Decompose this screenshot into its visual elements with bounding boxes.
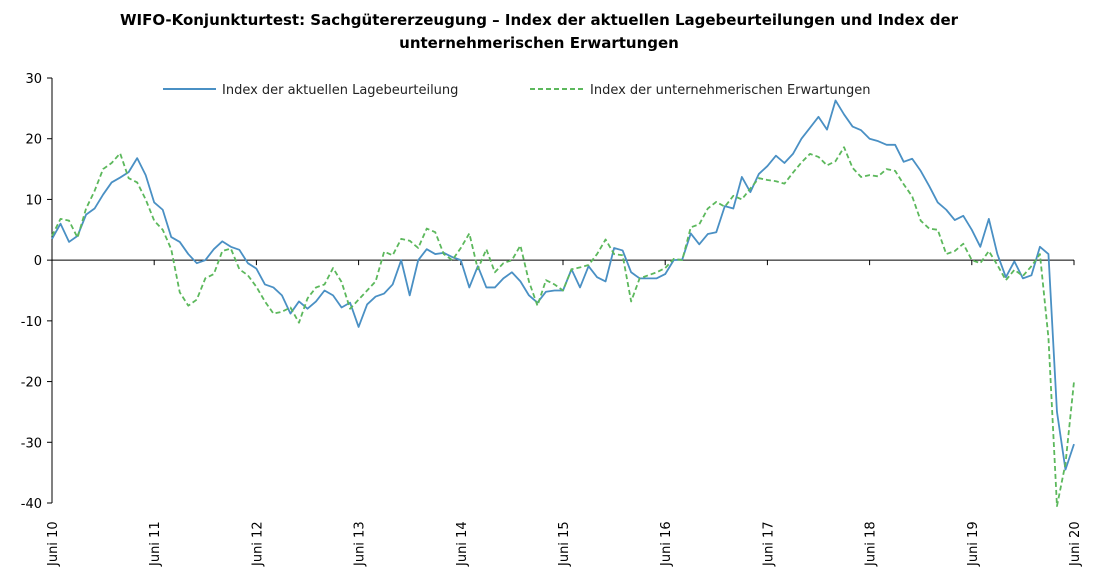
x-tick-label: Juni 14 [455,521,470,567]
y-tick-label: -10 [21,315,42,330]
series-lines [51,99,1075,507]
x-tick-label: Juni 10 [46,521,61,567]
y-tick-label: -30 [21,436,42,451]
x-tick-label: Juni 20 [1068,521,1083,567]
y-tick-label: -20 [21,376,42,391]
x-tick-label: Juni 12 [250,521,265,567]
legend-label-1: Index der aktuellen Lagebeurteilung [222,83,458,98]
x-tick-label: Juni 19 [966,521,981,567]
chart-title-line-2: unternehmerischen Erwartungen [399,34,679,52]
x-tick-label: Juni 11 [148,521,163,567]
series-line-2 [51,146,1075,507]
y-tick-label: 10 [25,193,42,208]
x-tick-label: Juni 15 [557,521,572,567]
y-tick-label: 20 [25,133,42,148]
chart-title-line-1: WIFO-Konjunkturtest: Sachgütererzeugung … [120,11,959,29]
series-line-1 [51,99,1075,471]
y-tick-label: -40 [21,497,42,512]
x-tick-label: Juni 16 [659,521,674,567]
x-tick-label: Juni 18 [864,521,879,567]
x-tick-label: Juni 17 [761,521,776,567]
legend: Index der aktuellen Lagebeurteilung Index… [163,83,871,98]
y-tick-label: 30 [25,72,42,87]
axes: 30 20 10 0 -10 -20 -30 -40 Juni 10 Juni 11 Juni 12… [21,72,1083,567]
x-tick-label: Juni 13 [353,521,368,567]
y-tick-label: 0 [34,254,42,269]
legend-label-2: Index der unternehmerischen Erwartungen [590,83,871,98]
